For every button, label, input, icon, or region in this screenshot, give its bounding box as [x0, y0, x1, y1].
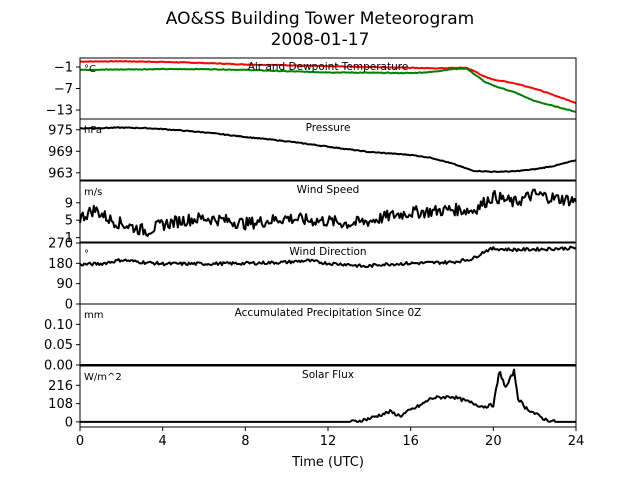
- xtick-label-1: 4: [159, 434, 167, 449]
- xtick-label-4: 16: [402, 434, 419, 449]
- ytick-label-pressure-2: 963: [48, 166, 73, 181]
- ytick-label-precipitation-0: 0.00: [44, 359, 73, 374]
- unit-label-solar_flux: W/m^2: [84, 372, 122, 383]
- series-line-temperature-1: [79, 67, 577, 113]
- unit-label-pressure: hPa: [84, 125, 102, 136]
- series-line-wind_direction-0: [79, 245, 577, 268]
- panel-pressure: 975 969 963 hPa Pressure: [48, 118, 577, 181]
- series-line-solar_flux-0: [80, 368, 576, 423]
- xtick-label-2: 8: [241, 434, 249, 449]
- ytick-label-wind_direction-1: 90: [56, 277, 73, 292]
- panel-frame-pressure: [79, 118, 577, 181]
- ytick-label-wind_direction-0: 0: [65, 298, 73, 313]
- series-line-pressure-0: [80, 126, 576, 174]
- xtick-label-0: 0: [76, 434, 84, 449]
- ytick-label-wind_speed-2: 9: [65, 196, 73, 211]
- panel-wind_direction: 0 90 180 270 ° Wind Direction: [48, 237, 577, 313]
- ytick-label-temperature-0: −1: [54, 60, 73, 75]
- panel-frame-wind_speed: [79, 180, 577, 243]
- ytick-label-wind_direction-3: 270: [48, 237, 73, 252]
- unit-label-precipitation: mm: [84, 310, 103, 321]
- panel-wind_speed: 1 5 9 m/s Wind Speed: [65, 180, 577, 246]
- series-line-temperature-0: [79, 60, 577, 105]
- chart-title-line1: AO&SS Building Tower Meteorogram: [166, 9, 474, 29]
- ytick-label-temperature-2: −13: [46, 104, 73, 119]
- panel-temperature: −1 −7 −13 °C Air and Dewpoint Temperature: [46, 57, 577, 120]
- ytick-label-precipitation-1: 0.05: [44, 338, 73, 353]
- panel-solar_flux: 0 108 216 W/m^2 Solar Flux: [48, 365, 577, 430]
- xtick-label-5: 20: [485, 434, 502, 449]
- ytick-label-pressure-1: 969: [48, 145, 73, 160]
- ytick-label-solar_flux-1: 108: [48, 397, 73, 412]
- series-line-wind_speed-0: [79, 188, 577, 237]
- panel-title-pressure: Pressure: [306, 122, 351, 134]
- unit-label-temperature: °C: [84, 64, 96, 75]
- x-axis-label: Time (UTC): [291, 455, 364, 470]
- ytick-label-wind_speed-0: 1: [65, 231, 73, 246]
- xtick-label-3: 12: [320, 434, 337, 449]
- panel-title-wind_direction: Wind Direction: [289, 246, 366, 258]
- panel-title-solar_flux: Solar Flux: [302, 369, 354, 381]
- ytick-label-solar_flux-0: 0: [65, 415, 73, 430]
- ytick-label-wind_direction-2: 180: [48, 257, 73, 272]
- unit-label-wind_speed: m/s: [84, 187, 102, 198]
- ytick-label-temperature-1: −7: [54, 82, 73, 97]
- panel-title-temperature: Air and Dewpoint Temperature: [248, 61, 409, 73]
- ytick-label-solar_flux-2: 216: [48, 379, 73, 394]
- panels-group: −1 −7 −13 °C Air and Dewpoint Temperature 975…: [44, 57, 577, 430]
- x-axis: 0 4 8 12 16 20 24: [76, 427, 584, 449]
- unit-label-wind_direction: °: [84, 249, 89, 260]
- ytick-label-pressure-0: 975: [48, 123, 73, 138]
- panel-frame-precipitation: [79, 303, 577, 366]
- ytick-label-precipitation-2: 0.10: [44, 318, 73, 333]
- ytick-label-wind_speed-1: 5: [65, 214, 73, 229]
- chart-title-line2: 2008-01-17: [271, 30, 370, 50]
- panel-title-wind_speed: Wind Speed: [297, 184, 360, 196]
- xtick-label-6: 24: [568, 434, 585, 449]
- panel-precipitation: 0.00 0.05 0.10 mm Accumulated Precipitation …: [44, 303, 577, 374]
- panel-title-precipitation: Accumulated Precipitation Since 0Z: [235, 307, 422, 319]
